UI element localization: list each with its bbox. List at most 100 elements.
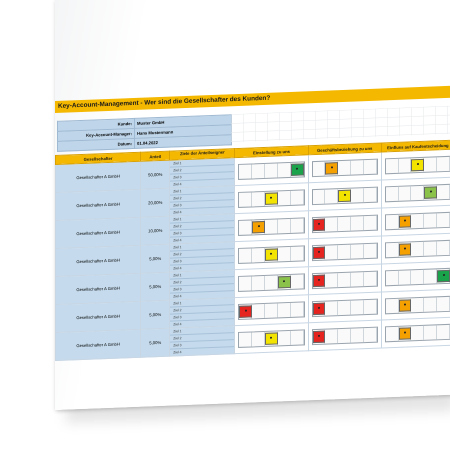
influence-rating-cell[interactable] bbox=[381, 289, 450, 320]
shareholder-name[interactable]: Gesellschafter A GmbH bbox=[55, 329, 141, 361]
scale-segment bbox=[351, 327, 364, 343]
rating-scale bbox=[384, 239, 450, 258]
scale-segment bbox=[398, 157, 412, 173]
shareholder-share[interactable]: 5,00% bbox=[140, 328, 170, 358]
rating-scale bbox=[311, 270, 378, 289]
scale-segment bbox=[385, 158, 399, 173]
marker-dot bbox=[296, 167, 299, 170]
goals-cell: Ziel 1 Ziel 2 Ziel 3 Ziel 4 bbox=[169, 297, 235, 329]
influence-rating-cell[interactable] bbox=[381, 233, 450, 264]
info-table: Kunde: Muster GmbH Key-Account-Manager: … bbox=[57, 114, 232, 152]
relationship-rating-cell[interactable] bbox=[308, 263, 382, 295]
shareholder-name[interactable]: Gesellschafter A GmbH bbox=[55, 217, 141, 249]
rating-marker bbox=[424, 185, 438, 199]
attitude-rating-cell[interactable] bbox=[234, 182, 309, 214]
marker-dot bbox=[416, 162, 419, 165]
attitude-rating-cell[interactable] bbox=[234, 294, 309, 326]
relationship-rating-cell[interactable] bbox=[308, 179, 382, 211]
rating-marker bbox=[437, 269, 450, 282]
scale-segment bbox=[338, 244, 352, 259]
rating-marker bbox=[338, 189, 352, 202]
attitude-rating-cell[interactable] bbox=[234, 266, 309, 298]
scale-segment bbox=[385, 186, 399, 201]
scale-segment bbox=[325, 216, 339, 232]
relationship-rating-cell[interactable] bbox=[308, 235, 382, 267]
shareholder-share[interactable]: 5,00% bbox=[140, 300, 170, 330]
scale-segment bbox=[424, 212, 438, 228]
shareholder-share[interactable]: 5,00% bbox=[140, 244, 170, 274]
scale-segment bbox=[325, 244, 339, 260]
scale-segment bbox=[385, 214, 399, 229]
shareholder-name[interactable]: Gesellschafter A GmbH bbox=[55, 273, 141, 305]
scale-segment bbox=[325, 272, 339, 288]
rating-scale bbox=[238, 244, 305, 264]
empty-gridlines bbox=[231, 105, 450, 143]
shareholder-name[interactable]: Gesellschafter A GmbH bbox=[55, 301, 141, 333]
rating-scale bbox=[238, 188, 305, 208]
relationship-rating-cell[interactable] bbox=[308, 319, 382, 351]
shareholder-table: Gesellschafter Anteil Ziele der Anteilse… bbox=[55, 140, 450, 361]
scale-segment bbox=[424, 324, 438, 340]
marker-dot bbox=[244, 309, 247, 312]
scale-segment bbox=[239, 275, 253, 291]
rating-scale bbox=[311, 326, 378, 345]
marker-dot bbox=[404, 331, 407, 334]
rating-marker bbox=[411, 158, 425, 171]
influence-rating-cell[interactable] bbox=[381, 149, 450, 180]
attitude-rating-cell[interactable] bbox=[234, 238, 309, 270]
influence-rating-cell[interactable] bbox=[381, 177, 450, 208]
rating-scale bbox=[384, 323, 450, 342]
scale-segment bbox=[239, 247, 253, 263]
scale-segment bbox=[411, 269, 425, 284]
marker-dot bbox=[343, 193, 346, 196]
rating-scale bbox=[384, 211, 450, 230]
influence-rating-cell[interactable] bbox=[381, 317, 450, 348]
relationship-rating-cell[interactable] bbox=[308, 207, 382, 239]
scale-segment bbox=[338, 328, 352, 343]
influence-rating-cell[interactable] bbox=[381, 205, 450, 236]
rating-scale bbox=[384, 295, 450, 314]
goal-item[interactable]: Ziel 4 bbox=[173, 350, 182, 355]
shareholder-name[interactable]: Gesellschafter A GmbH bbox=[55, 161, 141, 193]
shareholder-share[interactable]: 5,00% bbox=[140, 272, 170, 302]
marker-dot bbox=[429, 190, 432, 193]
scale-segment bbox=[437, 324, 450, 339]
scale-segment bbox=[437, 156, 450, 171]
goals-cell: Ziel 1 Ziel 2 Ziel 3 Ziel 4 bbox=[169, 213, 235, 245]
attitude-rating-cell[interactable] bbox=[234, 322, 309, 354]
rating-marker bbox=[265, 247, 278, 261]
scale-segment bbox=[411, 213, 425, 228]
scale-segment bbox=[277, 162, 291, 177]
scale-segment bbox=[338, 216, 352, 231]
scale-segment bbox=[312, 189, 326, 204]
shareholder-name[interactable]: Gesellschafter A GmbH bbox=[55, 189, 141, 221]
marker-dot bbox=[318, 334, 320, 337]
scale-segment bbox=[437, 184, 450, 199]
shareholder-name[interactable]: Gesellschafter A GmbH bbox=[55, 245, 141, 277]
scale-segment bbox=[290, 245, 304, 261]
scale-segment bbox=[277, 302, 291, 317]
scale-segment bbox=[290, 273, 304, 289]
rating-scale bbox=[311, 242, 378, 261]
scale-segment bbox=[363, 299, 377, 314]
relationship-rating-cell[interactable] bbox=[308, 291, 382, 323]
shareholder-share[interactable]: 50,00% bbox=[140, 160, 170, 190]
scale-segment bbox=[325, 188, 339, 204]
marker-dot bbox=[318, 278, 320, 281]
rating-marker bbox=[312, 218, 326, 231]
influence-rating-cell[interactable] bbox=[381, 261, 450, 292]
attitude-rating-cell[interactable] bbox=[234, 154, 309, 186]
rating-marker bbox=[312, 330, 326, 343]
rating-marker bbox=[398, 214, 412, 228]
scale-segment bbox=[338, 300, 352, 315]
scale-segment bbox=[437, 240, 450, 255]
shareholder-share[interactable]: 20,00% bbox=[140, 188, 170, 218]
marker-dot bbox=[404, 303, 407, 306]
rating-marker bbox=[398, 242, 412, 256]
scale-segment bbox=[252, 303, 266, 318]
relationship-rating-cell[interactable] bbox=[308, 151, 382, 183]
attitude-rating-cell[interactable] bbox=[234, 210, 309, 242]
rating-marker bbox=[312, 274, 326, 287]
marker-dot bbox=[330, 165, 333, 168]
shareholder-share[interactable]: 10,00% bbox=[140, 216, 170, 246]
